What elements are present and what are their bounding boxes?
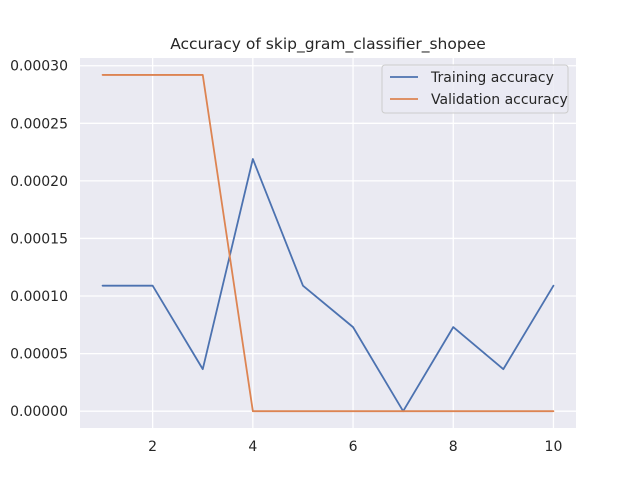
y-tick-label: 0.00005 bbox=[10, 347, 68, 363]
series-line-training bbox=[101, 158, 555, 413]
legend: Training accuracy Validation accuracy bbox=[381, 64, 569, 114]
x-tick-label: 2 bbox=[148, 439, 157, 455]
y-tick-label: 0.00020 bbox=[10, 174, 68, 190]
x-tick-label: 4 bbox=[248, 439, 257, 455]
series-layer bbox=[101, 74, 555, 413]
y-tick-label: 0.00030 bbox=[10, 59, 68, 75]
x-tick-label: 10 bbox=[545, 439, 563, 455]
y-tick-label: 0.00025 bbox=[10, 116, 68, 132]
legend-box bbox=[381, 64, 569, 114]
y-tick-label: 0.00015 bbox=[10, 231, 68, 247]
legend-label-validation: Validation accuracy bbox=[431, 92, 568, 108]
x-tick-label: 6 bbox=[349, 439, 358, 455]
plot-area bbox=[80, 58, 576, 428]
x-axis: 2 4 6 8 10 bbox=[148, 439, 562, 455]
y-tick-label: 0.00000 bbox=[10, 404, 68, 420]
y-tick-label: 0.00010 bbox=[10, 289, 68, 305]
chart-title: Accuracy of skip_gram_classifier_shopee bbox=[170, 35, 486, 54]
y-axis: 0.00000 0.00005 0.00010 0.00015 0.00020 0.000… bbox=[10, 59, 68, 420]
legend-label-training: Training accuracy bbox=[430, 70, 554, 86]
series-line-validation bbox=[101, 74, 555, 413]
x-tick-label: 8 bbox=[449, 439, 458, 455]
